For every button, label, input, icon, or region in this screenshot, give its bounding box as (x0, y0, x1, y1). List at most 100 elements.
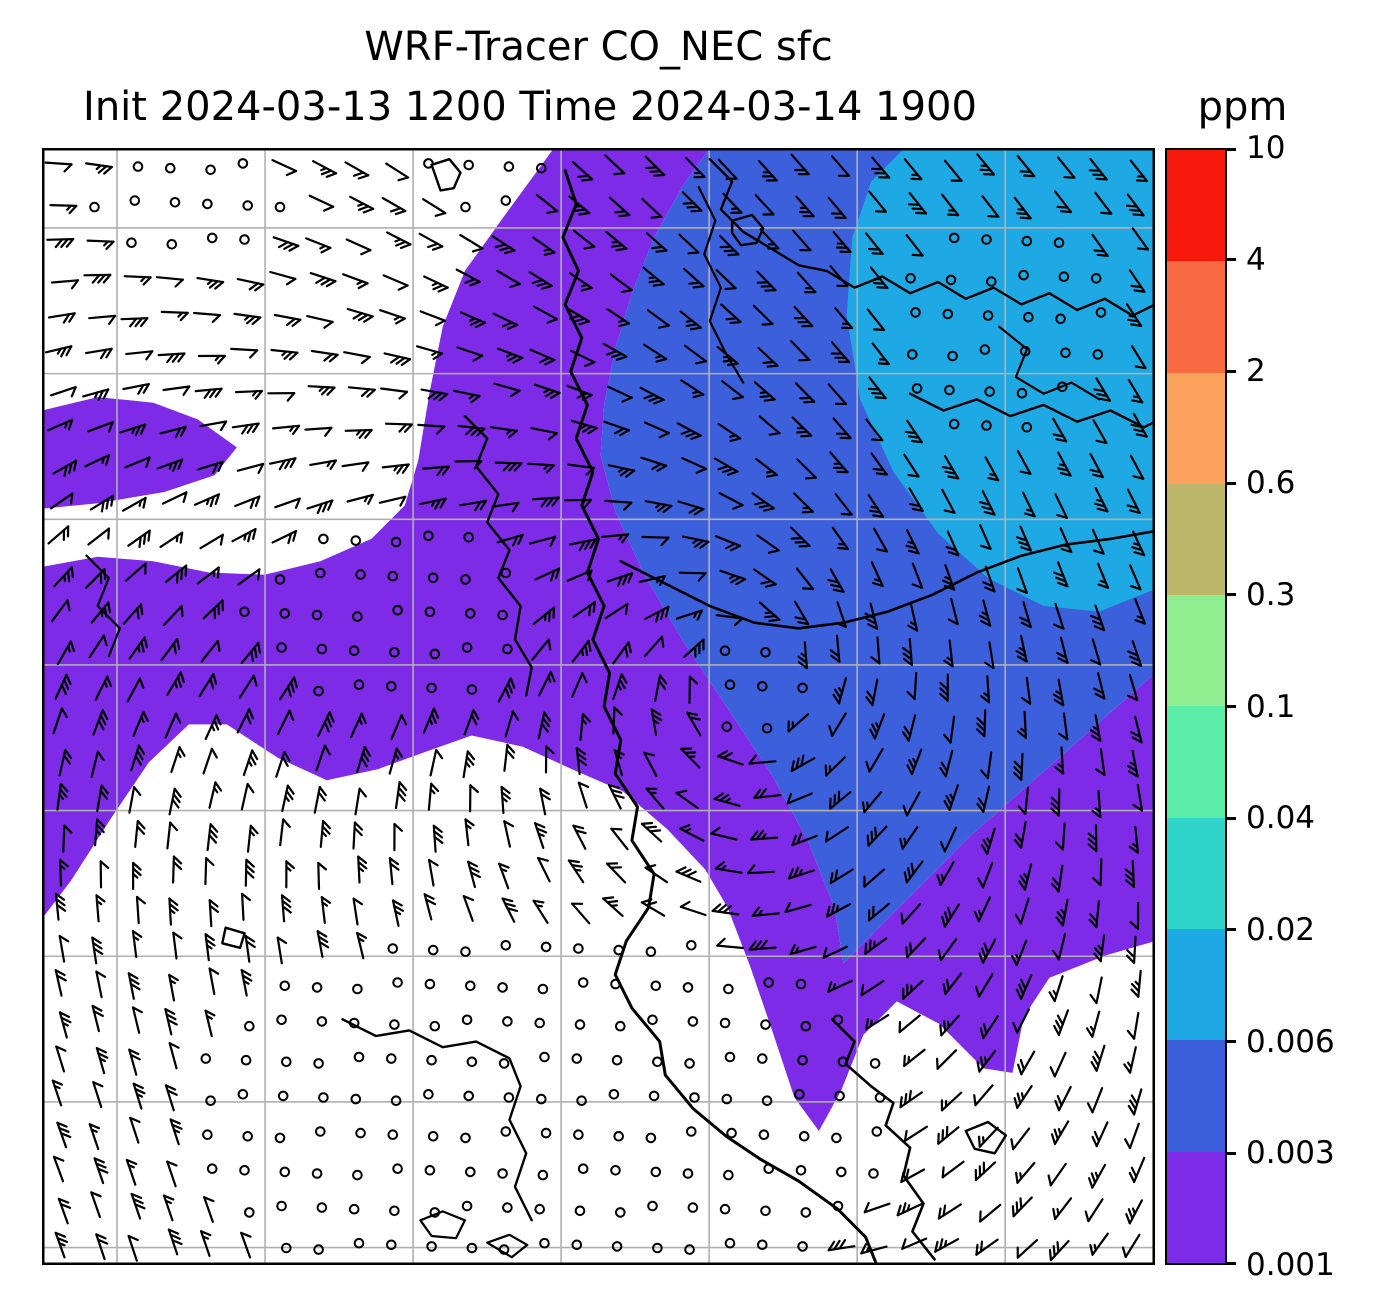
wind-barb (715, 614, 744, 627)
wind-barb (199, 420, 228, 432)
colorbar-tick-label: 4 (1246, 241, 1266, 278)
wind-barb (346, 307, 374, 323)
wind-barb (937, 937, 958, 962)
calm-wind-icon (869, 1058, 881, 1069)
wind-barb (454, 459, 483, 470)
wind-barb (866, 308, 886, 331)
calm-wind-icon (350, 535, 362, 546)
calm-wind-icon (573, 1129, 584, 1141)
wind-barb (612, 641, 632, 665)
wind-barb (276, 709, 295, 736)
wind-barb (720, 303, 742, 325)
calm-wind-icon (502, 643, 513, 655)
wind-barb (602, 342, 628, 361)
wind-barb (242, 749, 259, 777)
wind-barb (612, 706, 623, 735)
calm-wind-icon (466, 1056, 478, 1068)
wind-barb (641, 535, 670, 547)
wind-barb (500, 785, 511, 815)
wind-barb (47, 525, 70, 545)
wind-barb (827, 979, 854, 993)
wind-barb (867, 376, 887, 400)
wind-barb (790, 340, 811, 362)
wind-barb (356, 745, 371, 774)
wind-barb (383, 352, 412, 367)
wind-barb (790, 754, 816, 773)
calm-wind-icon (911, 383, 923, 394)
wind-barb (388, 857, 400, 886)
wind-barb (568, 538, 597, 552)
wind-barb (610, 827, 629, 851)
wind-barb (166, 671, 185, 696)
wind-barb (751, 906, 780, 917)
colorbar-unit-label: ppm (1197, 84, 1288, 130)
calm-wind-icon (355, 1127, 366, 1139)
wind-barb (907, 191, 928, 215)
wind-barb (1128, 1156, 1146, 1184)
wind-barb (714, 861, 743, 874)
wind-barb (643, 751, 658, 778)
calm-wind-icon (652, 1056, 663, 1068)
calm-wind-icon (239, 234, 250, 245)
wind-barb (796, 271, 817, 294)
wind-barb (491, 501, 520, 513)
wind-barb (827, 568, 845, 593)
wind-barb (784, 901, 812, 914)
wind-barb (236, 707, 254, 734)
wind-barb (272, 424, 301, 435)
wind-barb (384, 422, 413, 433)
calm-wind-icon (763, 977, 775, 988)
wind-barb (52, 707, 68, 735)
wind-barb (757, 346, 779, 368)
calm-wind-icon (721, 1093, 733, 1105)
calm-wind-icon (831, 1132, 842, 1144)
wind-barb (905, 529, 920, 555)
wind-barb (52, 1155, 65, 1183)
calm-wind-icon (313, 685, 324, 697)
wind-barb (646, 309, 671, 329)
calm-wind-icon (502, 1202, 513, 1213)
wind-barb (579, 712, 591, 742)
wind-barb (416, 345, 444, 360)
wind-barb (88, 314, 117, 325)
wind-barb (529, 348, 556, 366)
calm-wind-icon (761, 1095, 773, 1107)
wind-barb (1096, 562, 1110, 589)
wind-barb (829, 634, 841, 663)
wind-barb (459, 499, 487, 512)
calm-wind-icon (169, 197, 181, 208)
wind-barb (204, 1009, 216, 1038)
wind-barb (566, 569, 593, 582)
wind-barb (273, 313, 302, 327)
wind-barb (939, 1014, 960, 1037)
wind-barbs (44, 153, 1150, 1262)
wind-barb (496, 533, 524, 547)
wind-barb (602, 896, 624, 918)
wind-barb (609, 273, 633, 294)
wind-barb (1012, 752, 1024, 781)
wind-barb (903, 158, 923, 181)
coastline (964, 1120, 1008, 1155)
wind-barb (533, 383, 561, 399)
wind-barb (503, 820, 515, 848)
wind-barb (497, 677, 516, 703)
wind-barb (827, 383, 848, 405)
wind-barb (824, 826, 849, 843)
wind-barb (905, 937, 927, 959)
calm-wind-icon (577, 977, 589, 988)
calm-wind-icon (500, 1126, 512, 1137)
colorbar-tick-label: 0.04 (1246, 800, 1316, 837)
wind-barb (538, 670, 556, 697)
calm-wind-icon (615, 1020, 626, 1032)
wind-barb (976, 785, 991, 814)
wind-barb (531, 496, 560, 508)
wind-barb (157, 352, 186, 364)
calm-wind-icon (466, 684, 478, 695)
wind-barb (167, 1228, 183, 1256)
wind-barb (565, 306, 591, 326)
calm-wind-icon (945, 274, 957, 286)
wind-barb (1048, 975, 1064, 1003)
calm-wind-icon (387, 570, 399, 582)
wind-barb (1011, 1196, 1033, 1218)
wind-barb (794, 382, 816, 404)
